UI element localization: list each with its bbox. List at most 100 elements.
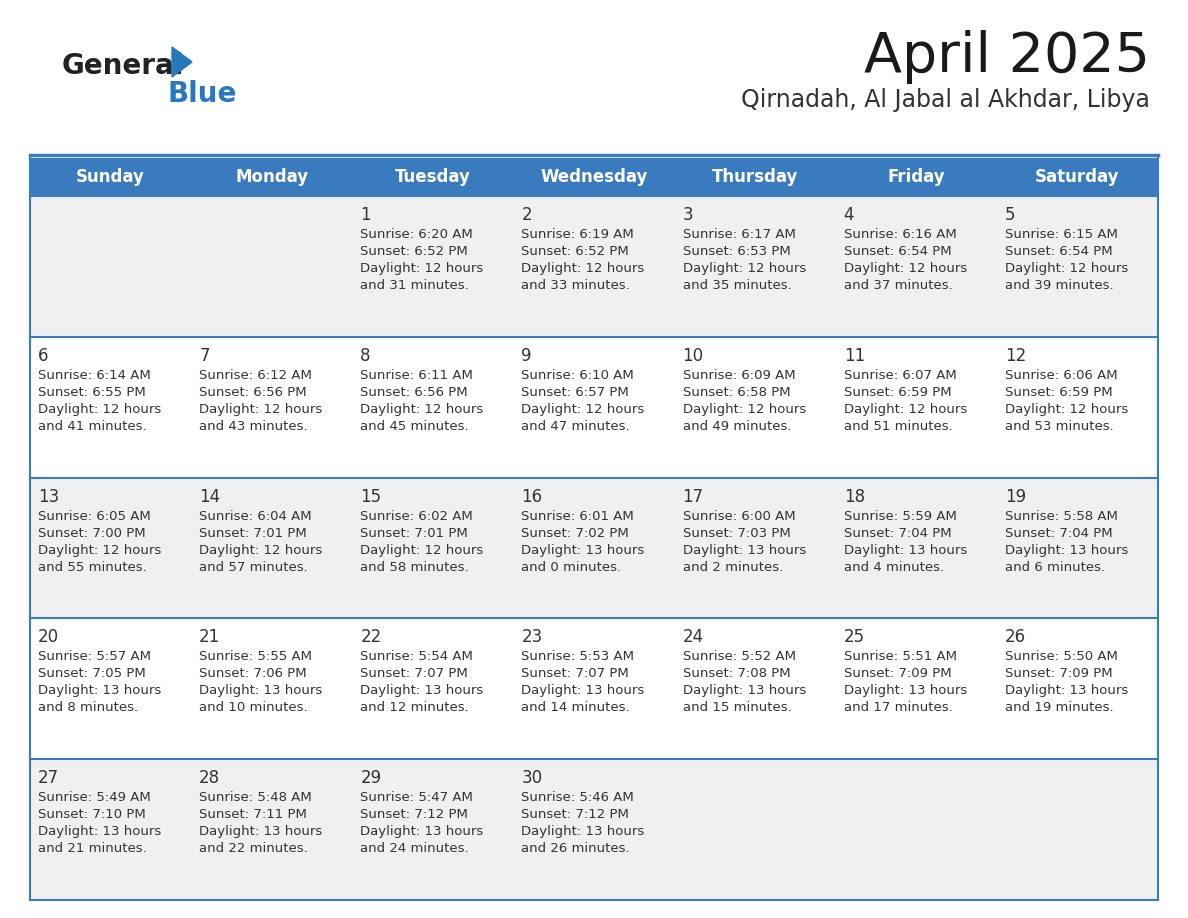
Text: Daylight: 13 hours: Daylight: 13 hours xyxy=(522,825,645,838)
Text: Sunrise: 6:11 AM: Sunrise: 6:11 AM xyxy=(360,369,473,382)
Text: Daylight: 12 hours: Daylight: 12 hours xyxy=(360,543,484,556)
Text: 20: 20 xyxy=(38,629,59,646)
Text: and 45 minutes.: and 45 minutes. xyxy=(360,420,469,432)
Text: Monday: Monday xyxy=(235,168,308,186)
Text: and 8 minutes.: and 8 minutes. xyxy=(38,701,138,714)
Text: Sunset: 7:06 PM: Sunset: 7:06 PM xyxy=(200,667,307,680)
Text: Sunset: 7:09 PM: Sunset: 7:09 PM xyxy=(843,667,952,680)
Text: Thursday: Thursday xyxy=(712,168,798,186)
Text: and 17 minutes.: and 17 minutes. xyxy=(843,701,953,714)
Text: Daylight: 12 hours: Daylight: 12 hours xyxy=(200,543,322,556)
Text: Daylight: 13 hours: Daylight: 13 hours xyxy=(683,685,805,698)
Text: Sunrise: 6:15 AM: Sunrise: 6:15 AM xyxy=(1005,228,1118,241)
Text: and 22 minutes.: and 22 minutes. xyxy=(200,842,308,856)
Bar xyxy=(30,619,1158,759)
Text: 13: 13 xyxy=(38,487,59,506)
Text: Daylight: 12 hours: Daylight: 12 hours xyxy=(683,403,805,416)
Text: 5: 5 xyxy=(1005,206,1016,224)
Text: Sunrise: 6:12 AM: Sunrise: 6:12 AM xyxy=(200,369,312,382)
Text: and 33 minutes.: and 33 minutes. xyxy=(522,279,630,292)
Text: 9: 9 xyxy=(522,347,532,364)
Text: Sunrise: 6:06 AM: Sunrise: 6:06 AM xyxy=(1005,369,1118,382)
Text: Daylight: 13 hours: Daylight: 13 hours xyxy=(200,685,322,698)
Text: 12: 12 xyxy=(1005,347,1026,364)
Text: Sunrise: 5:53 AM: Sunrise: 5:53 AM xyxy=(522,650,634,664)
Text: 11: 11 xyxy=(843,347,865,364)
Text: and 26 minutes.: and 26 minutes. xyxy=(522,842,630,856)
Text: Sunset: 6:59 PM: Sunset: 6:59 PM xyxy=(1005,386,1112,398)
Text: Sunrise: 6:05 AM: Sunrise: 6:05 AM xyxy=(38,509,151,522)
Text: Sunset: 7:02 PM: Sunset: 7:02 PM xyxy=(522,527,630,540)
Text: Sunrise: 6:20 AM: Sunrise: 6:20 AM xyxy=(360,228,473,241)
Text: Blue: Blue xyxy=(168,80,236,108)
Text: Sunset: 6:56 PM: Sunset: 6:56 PM xyxy=(360,386,468,398)
Text: Wednesday: Wednesday xyxy=(541,168,647,186)
Text: Sunrise: 5:50 AM: Sunrise: 5:50 AM xyxy=(1005,650,1118,664)
Text: Daylight: 13 hours: Daylight: 13 hours xyxy=(360,825,484,838)
Text: Daylight: 13 hours: Daylight: 13 hours xyxy=(1005,543,1129,556)
Text: Sunset: 6:57 PM: Sunset: 6:57 PM xyxy=(522,386,630,398)
Text: 29: 29 xyxy=(360,769,381,788)
Text: Daylight: 12 hours: Daylight: 12 hours xyxy=(683,262,805,275)
Text: Sunset: 6:53 PM: Sunset: 6:53 PM xyxy=(683,245,790,258)
Text: Daylight: 12 hours: Daylight: 12 hours xyxy=(522,262,645,275)
Text: Sunset: 6:59 PM: Sunset: 6:59 PM xyxy=(843,386,952,398)
Text: Sunset: 7:07 PM: Sunset: 7:07 PM xyxy=(522,667,630,680)
Text: Qirnadah, Al Jabal al Akhdar, Libya: Qirnadah, Al Jabal al Akhdar, Libya xyxy=(741,88,1150,112)
Text: Sunset: 7:12 PM: Sunset: 7:12 PM xyxy=(360,808,468,822)
Text: and 49 minutes.: and 49 minutes. xyxy=(683,420,791,432)
Text: Saturday: Saturday xyxy=(1035,168,1119,186)
Text: 17: 17 xyxy=(683,487,703,506)
Text: Daylight: 12 hours: Daylight: 12 hours xyxy=(200,403,322,416)
Bar xyxy=(30,158,1158,196)
Text: Daylight: 12 hours: Daylight: 12 hours xyxy=(1005,403,1129,416)
Text: Sunrise: 5:54 AM: Sunrise: 5:54 AM xyxy=(360,650,473,664)
Text: and 19 minutes.: and 19 minutes. xyxy=(1005,701,1113,714)
Text: and 58 minutes.: and 58 minutes. xyxy=(360,561,469,574)
Text: Sunset: 6:54 PM: Sunset: 6:54 PM xyxy=(1005,245,1112,258)
Text: Daylight: 12 hours: Daylight: 12 hours xyxy=(522,403,645,416)
Text: Daylight: 13 hours: Daylight: 13 hours xyxy=(843,685,967,698)
Text: Sunrise: 6:16 AM: Sunrise: 6:16 AM xyxy=(843,228,956,241)
Text: Sunset: 7:12 PM: Sunset: 7:12 PM xyxy=(522,808,630,822)
Text: and 15 minutes.: and 15 minutes. xyxy=(683,701,791,714)
Text: Sunrise: 5:46 AM: Sunrise: 5:46 AM xyxy=(522,791,634,804)
Text: Daylight: 12 hours: Daylight: 12 hours xyxy=(38,403,162,416)
Text: and 2 minutes.: and 2 minutes. xyxy=(683,561,783,574)
Text: Sunset: 6:52 PM: Sunset: 6:52 PM xyxy=(522,245,630,258)
Text: Sunrise: 6:19 AM: Sunrise: 6:19 AM xyxy=(522,228,634,241)
Text: and 0 minutes.: and 0 minutes. xyxy=(522,561,621,574)
Text: and 53 minutes.: and 53 minutes. xyxy=(1005,420,1113,432)
Text: April 2025: April 2025 xyxy=(864,30,1150,84)
Text: Daylight: 12 hours: Daylight: 12 hours xyxy=(360,403,484,416)
Text: Sunset: 6:54 PM: Sunset: 6:54 PM xyxy=(843,245,952,258)
Bar xyxy=(30,759,1158,900)
Text: 15: 15 xyxy=(360,487,381,506)
Text: 27: 27 xyxy=(38,769,59,788)
Text: 2: 2 xyxy=(522,206,532,224)
Text: Sunrise: 6:01 AM: Sunrise: 6:01 AM xyxy=(522,509,634,522)
Polygon shape xyxy=(172,47,192,77)
Text: 3: 3 xyxy=(683,206,693,224)
Text: Daylight: 12 hours: Daylight: 12 hours xyxy=(843,403,967,416)
Text: and 41 minutes.: and 41 minutes. xyxy=(38,420,146,432)
Text: Sunset: 7:07 PM: Sunset: 7:07 PM xyxy=(360,667,468,680)
Text: 1: 1 xyxy=(360,206,371,224)
Text: and 57 minutes.: and 57 minutes. xyxy=(200,561,308,574)
Text: Sunset: 6:56 PM: Sunset: 6:56 PM xyxy=(200,386,307,398)
Text: 25: 25 xyxy=(843,629,865,646)
Text: Sunset: 7:03 PM: Sunset: 7:03 PM xyxy=(683,527,790,540)
Text: 28: 28 xyxy=(200,769,220,788)
Text: Sunset: 7:04 PM: Sunset: 7:04 PM xyxy=(843,527,952,540)
Text: Daylight: 13 hours: Daylight: 13 hours xyxy=(200,825,322,838)
Text: and 12 minutes.: and 12 minutes. xyxy=(360,701,469,714)
Text: 6: 6 xyxy=(38,347,49,364)
Text: Sunrise: 5:59 AM: Sunrise: 5:59 AM xyxy=(843,509,956,522)
Text: and 37 minutes.: and 37 minutes. xyxy=(843,279,953,292)
Text: Sunrise: 5:55 AM: Sunrise: 5:55 AM xyxy=(200,650,312,664)
Text: Sunset: 7:09 PM: Sunset: 7:09 PM xyxy=(1005,667,1112,680)
Text: 24: 24 xyxy=(683,629,703,646)
Text: Sunrise: 6:10 AM: Sunrise: 6:10 AM xyxy=(522,369,634,382)
Text: General: General xyxy=(62,52,184,80)
Text: Sunrise: 5:47 AM: Sunrise: 5:47 AM xyxy=(360,791,473,804)
